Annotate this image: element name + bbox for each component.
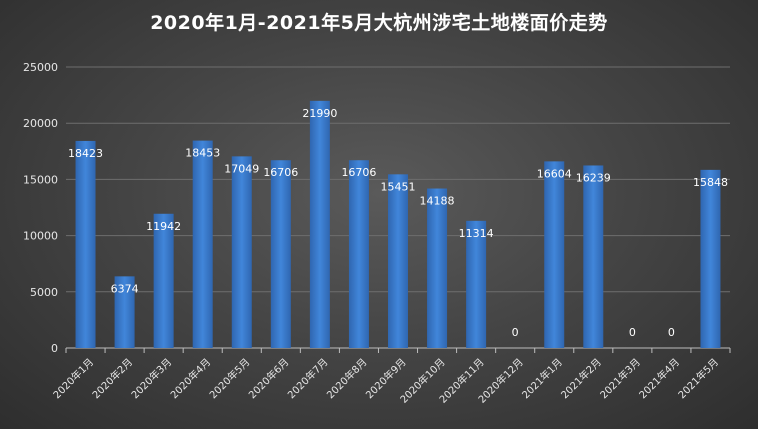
- data-label: 17049: [224, 162, 259, 175]
- data-label: 6374: [111, 282, 139, 295]
- bar: [388, 174, 408, 348]
- data-label: 0: [668, 326, 675, 339]
- axes: [65, 347, 731, 353]
- x-tick-label: 2020年5月: [207, 355, 253, 401]
- data-label: 11942: [146, 220, 181, 233]
- bar: [427, 188, 448, 348]
- y-tick-label: 5000: [30, 286, 58, 299]
- x-tick-label: 2020年4月: [168, 355, 214, 401]
- bar: [231, 156, 252, 348]
- x-tick-label: 2021年2月: [558, 355, 604, 401]
- y-tick-labels: 0 5000 10000 15000 20000 25000: [23, 61, 58, 355]
- data-label: 16706: [341, 166, 376, 179]
- x-tick-label: 2020年1月: [50, 355, 96, 401]
- x-tick-labels: 2020年1月2020年2月2020年3月2020年4月2020年5月2020年…: [50, 355, 721, 405]
- data-label: 11314: [459, 227, 494, 240]
- data-labels: 18423 6374 11942 18453 17049 16706 21990 16706 1…: [68, 107, 728, 339]
- bar: [309, 100, 330, 348]
- x-tick-label: 2021年1月: [519, 355, 565, 401]
- data-label: 16604: [537, 167, 572, 180]
- bars: [75, 100, 721, 348]
- y-tick-label: 10000: [23, 230, 58, 243]
- bar: [466, 220, 487, 348]
- bar: [153, 213, 174, 348]
- x-tick-label: 2020年2月: [89, 355, 135, 401]
- bar: [583, 165, 604, 348]
- x-tick-label: 2021年4月: [636, 355, 682, 401]
- x-tick-label: 2020年8月: [324, 355, 370, 401]
- data-label: 0: [629, 326, 636, 339]
- data-label: 18423: [68, 147, 103, 160]
- data-label: 16239: [576, 171, 611, 184]
- data-label: 14188: [420, 195, 455, 208]
- bar: [348, 160, 369, 348]
- data-label: 15848: [693, 176, 728, 189]
- x-tick-label: 2020年3月: [128, 355, 174, 401]
- data-label: 18453: [185, 147, 220, 160]
- y-tick-label: 0: [51, 342, 58, 355]
- bar: [270, 160, 291, 348]
- x-tick-label: 2020年7月: [285, 355, 331, 401]
- x-tick-label: 2021年3月: [597, 355, 643, 401]
- data-label: 16706: [263, 166, 298, 179]
- chart-title: 2020年1月-2021年5月大杭州涉宅土地楼面价走势: [150, 12, 608, 34]
- y-tick-label: 15000: [23, 173, 58, 186]
- data-label: 15451: [381, 180, 416, 193]
- y-tick-label: 25000: [23, 61, 58, 74]
- y-tick-label: 20000: [23, 117, 58, 130]
- bar: [75, 140, 96, 348]
- x-tick-label: 2021年5月: [675, 355, 721, 401]
- bar: [700, 169, 721, 348]
- data-label: 21990: [302, 107, 337, 120]
- bar: [544, 161, 565, 348]
- bar: [192, 140, 213, 348]
- bar: [114, 276, 135, 348]
- x-tick-label: 2020年6月: [246, 355, 292, 401]
- data-label: 0: [512, 326, 519, 339]
